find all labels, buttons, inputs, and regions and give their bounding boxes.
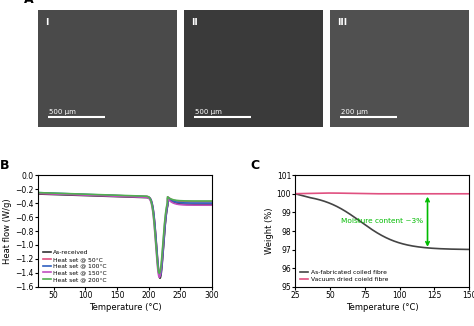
Heat set @ 100°C	[174, 200, 180, 204]
Heat set @ 200°C	[155, 260, 160, 264]
Vacuum dried coield fibre	[292, 192, 298, 196]
Heat set @ 100°C	[35, 191, 41, 195]
Vacuum dried coield fibre	[372, 192, 377, 196]
As-fabricated coiled fibre	[323, 200, 329, 204]
As-received	[155, 257, 160, 261]
Line: Heat set @ 100°C: Heat set @ 100°C	[38, 193, 212, 276]
Legend: As-received, Heat set @ 50°C, Heat set @ 100°C, Heat set @ 150°C, Heat set @ 200: As-received, Heat set @ 50°C, Heat set @…	[41, 248, 109, 284]
As-fabricated coiled fibre	[466, 247, 472, 251]
As-fabricated coiled fibre	[395, 241, 401, 244]
As-received	[174, 201, 180, 205]
Text: I: I	[45, 18, 48, 27]
Heat set @ 200°C	[209, 199, 215, 203]
Line: Vacuum dried coield fibre: Vacuum dried coield fibre	[295, 193, 469, 194]
Line: Heat set @ 50°C: Heat set @ 50°C	[38, 193, 212, 275]
Heat set @ 150°C	[209, 203, 215, 207]
As-received	[53, 193, 58, 197]
Heat set @ 100°C	[171, 200, 176, 203]
Line: Heat set @ 150°C: Heat set @ 150°C	[38, 193, 212, 277]
As-fabricated coiled fibre	[423, 246, 429, 250]
Text: 500 μm: 500 μm	[49, 109, 76, 115]
Heat set @ 50°C	[209, 200, 215, 204]
Heat set @ 100°C	[209, 201, 215, 205]
Line: Heat set @ 200°C: Heat set @ 200°C	[38, 193, 212, 273]
Heat set @ 50°C	[155, 254, 160, 258]
Text: B: B	[0, 159, 9, 172]
Heat set @ 200°C	[105, 193, 111, 197]
X-axis label: Temperature (°C): Temperature (°C)	[89, 303, 161, 312]
As-received	[112, 195, 118, 199]
Heat set @ 100°C	[53, 191, 58, 195]
Heat set @ 100°C	[112, 193, 118, 197]
Line: As-fabricated coiled fibre: As-fabricated coiled fibre	[295, 194, 469, 249]
Heat set @ 50°C	[174, 199, 180, 203]
Heat set @ 50°C	[157, 273, 163, 277]
Heat set @ 50°C	[53, 192, 58, 196]
Text: Moisture content ~3%: Moisture content ~3%	[341, 218, 423, 224]
As-fabricated coiled fibre	[371, 229, 377, 233]
As-received	[105, 194, 111, 198]
Y-axis label: Heat flow (W/g): Heat flow (W/g)	[3, 198, 12, 264]
Vacuum dried coield fibre	[458, 192, 464, 196]
Vacuum dried coield fibre	[409, 192, 415, 196]
Heat set @ 200°C	[53, 191, 58, 195]
As-received	[35, 192, 41, 196]
Heat set @ 200°C	[112, 193, 118, 197]
Heat set @ 50°C	[35, 191, 41, 195]
As-fabricated coiled fibre	[292, 192, 298, 196]
As-fabricated coiled fibre	[337, 206, 343, 210]
Text: II: II	[191, 18, 198, 27]
Line: As-received: As-received	[38, 194, 212, 278]
Heat set @ 200°C	[174, 199, 180, 202]
Vacuum dried coield fibre	[395, 192, 401, 196]
Heat set @ 150°C	[155, 263, 160, 267]
Heat set @ 50°C	[112, 194, 118, 198]
Text: III: III	[337, 18, 347, 27]
Heat set @ 150°C	[174, 202, 180, 206]
X-axis label: Temperature (°C): Temperature (°C)	[346, 303, 419, 312]
Heat set @ 200°C	[156, 271, 162, 275]
Heat set @ 50°C	[171, 198, 176, 202]
Text: 500 μm: 500 μm	[195, 109, 222, 115]
Text: C: C	[250, 159, 259, 172]
Y-axis label: Weight (%): Weight (%)	[265, 208, 274, 254]
Vacuum dried coield fibre	[328, 191, 333, 195]
Heat set @ 100°C	[155, 255, 160, 259]
As-received	[157, 276, 163, 280]
Heat set @ 200°C	[35, 191, 41, 195]
Heat set @ 150°C	[53, 192, 58, 196]
As-received	[171, 200, 176, 204]
Heat set @ 200°C	[171, 198, 176, 202]
Heat set @ 150°C	[156, 275, 162, 279]
Heat set @ 150°C	[105, 194, 111, 198]
Vacuum dried coield fibre	[424, 192, 429, 196]
Heat set @ 100°C	[157, 274, 163, 278]
Vacuum dried coield fibre	[337, 191, 343, 195]
Vacuum dried coield fibre	[323, 191, 329, 195]
Heat set @ 150°C	[112, 194, 118, 198]
Text: A: A	[24, 0, 34, 6]
Text: 200 μm: 200 μm	[341, 109, 368, 115]
Heat set @ 150°C	[35, 191, 41, 195]
Heat set @ 100°C	[105, 193, 111, 197]
Heat set @ 50°C	[105, 193, 111, 197]
Vacuum dried coield fibre	[466, 192, 472, 196]
Legend: As-fabricated coiled fibre, Vacuum dried coield fibre: As-fabricated coiled fibre, Vacuum dried…	[298, 268, 390, 284]
Heat set @ 150°C	[171, 201, 176, 205]
As-received	[209, 202, 215, 206]
As-fabricated coiled fibre	[409, 244, 414, 248]
